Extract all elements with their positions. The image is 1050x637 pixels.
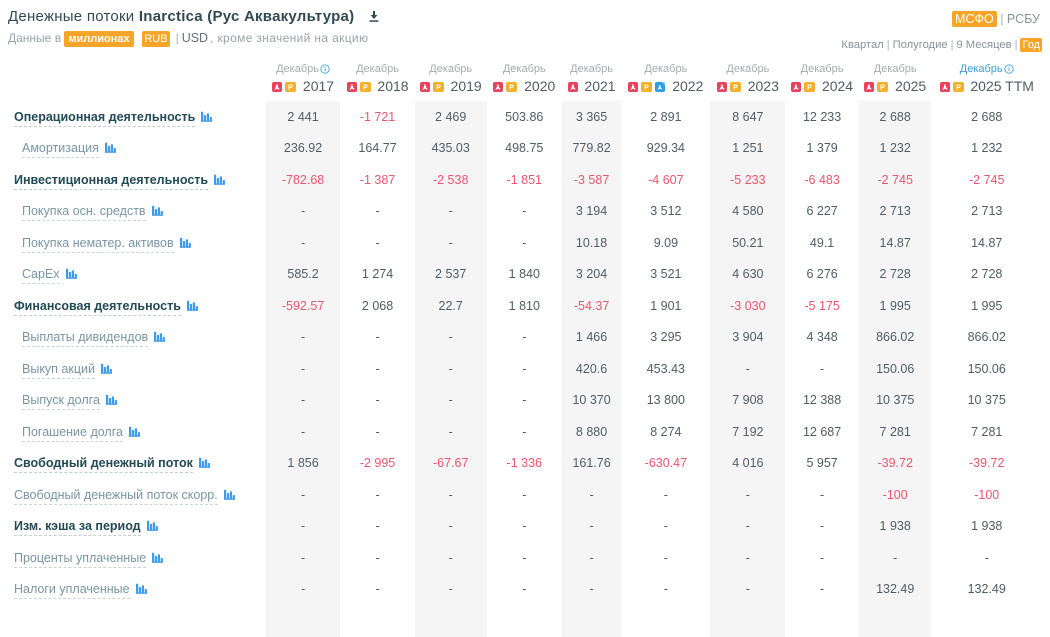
svg-text:P: P bbox=[880, 85, 885, 92]
svg-text:P: P bbox=[509, 85, 514, 92]
svg-text:P: P bbox=[733, 85, 738, 92]
svg-text:P: P bbox=[436, 85, 441, 92]
svg-text:P: P bbox=[644, 85, 649, 92]
svg-text:P: P bbox=[363, 85, 368, 92]
svg-text:P: P bbox=[288, 85, 293, 92]
svg-text:P: P bbox=[956, 85, 961, 92]
svg-text:P: P bbox=[807, 85, 812, 92]
